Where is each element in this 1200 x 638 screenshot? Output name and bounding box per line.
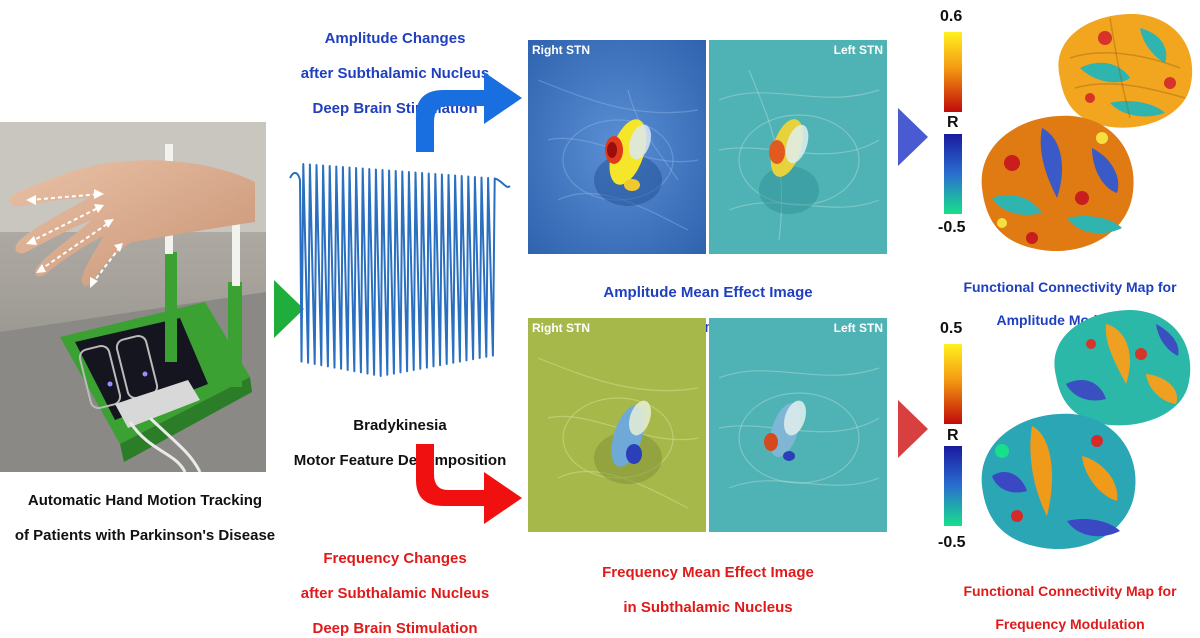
frequency-mean-effect-caption: Frequency Mean Effect Image in Subthalam… xyxy=(560,546,856,617)
amplitude-heading-line1: Amplitude Changes xyxy=(324,29,466,47)
amplitude-arrow-icon xyxy=(408,70,524,152)
frequency-brain-bottom-image xyxy=(972,406,1144,556)
frequency-brain-top-image xyxy=(1046,304,1200,432)
frequency-colorbar xyxy=(944,344,962,526)
frequency-heading-line3: Deep Brain Stimulation xyxy=(312,620,478,638)
amplitude-colorbar xyxy=(944,32,962,214)
flow-pointer-icon xyxy=(274,280,304,338)
trace-line xyxy=(289,163,511,377)
amplitude-stn-right-label: Right STN xyxy=(532,43,590,57)
amplitude-brain-top-image xyxy=(1050,8,1200,134)
decomposition-caption-line1: Bradykinesia xyxy=(353,416,447,434)
frequency-stn-left-label: Left STN xyxy=(833,321,883,335)
frequency-heading: Frequency Changes after Subthalamic Nucl… xyxy=(270,532,520,638)
amplitude-pointer-icon xyxy=(898,108,928,166)
frequency-arrow-icon xyxy=(408,444,524,526)
amplitude-stn-right-image: Right STN xyxy=(528,40,706,254)
frequency-heading-line2: after Subthalamic Nucleus xyxy=(300,585,490,603)
frequency-connectivity-line1: Functional Connectivity Map for xyxy=(963,582,1177,599)
amplitude-mean-effect-line1: Amplitude Mean Effect Image xyxy=(603,283,813,301)
amplitude-colorbar-mid: R xyxy=(947,114,959,131)
frequency-stn-right-label: Right STN xyxy=(532,321,590,335)
frequency-mean-effect-line2: in Subthalamic Nucleus xyxy=(623,599,793,617)
frequency-colorbar-max: 0.5 xyxy=(940,320,963,337)
frequency-colorbar-mid: R xyxy=(947,427,959,444)
frequency-stn-right-image: Right STN xyxy=(528,318,706,532)
amplitude-brain-bottom-image xyxy=(972,108,1142,258)
amplitude-heading: Amplitude Changes after Subthalamic Nucl… xyxy=(270,12,520,118)
amplitude-colorbar-min: -0.5 xyxy=(938,219,966,236)
frequency-pointer-icon xyxy=(898,400,928,458)
frequency-connectivity-line2: Frequency Modulation xyxy=(995,615,1145,632)
bradykinesia-trace xyxy=(288,150,512,396)
amplitude-heading-line2: after Subthalamic Nucleus xyxy=(300,65,490,83)
hand-tracking-caption-line2: of Patients with Parkinson's Disease xyxy=(14,527,276,545)
frequency-heading-line1: Frequency Changes xyxy=(323,549,467,567)
amplitude-stn-left-image: Left STN xyxy=(709,40,887,254)
amplitude-stn-left-label: Left STN xyxy=(833,43,883,57)
hand-tracking-caption: Automatic Hand Motion Tracking of Patien… xyxy=(0,474,290,545)
frequency-colorbar-min: -0.5 xyxy=(938,534,966,551)
frequency-stn-left-image: Left STN xyxy=(709,318,887,532)
frequency-connectivity-caption: Functional Connectivity Map for Frequenc… xyxy=(940,566,1200,632)
frequency-mean-effect-line1: Frequency Mean Effect Image xyxy=(602,563,814,581)
amplitude-connectivity-line1: Functional Connectivity Map for xyxy=(963,278,1177,295)
hand-tracking-photo xyxy=(0,122,266,472)
amplitude-colorbar-max: 0.6 xyxy=(940,8,963,25)
hand-tracking-caption-line1: Automatic Hand Motion Tracking xyxy=(27,491,263,509)
